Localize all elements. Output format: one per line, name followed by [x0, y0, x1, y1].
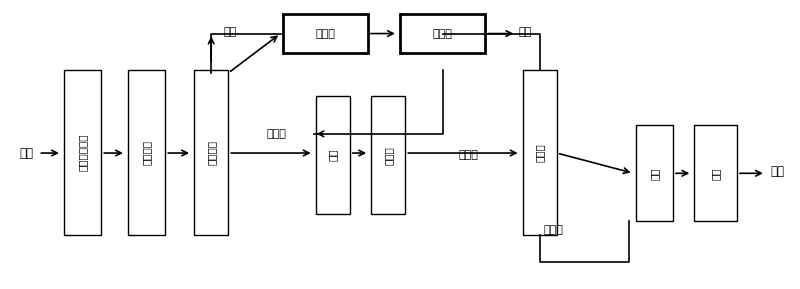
Bar: [128, 70, 166, 235]
Bar: [194, 70, 228, 235]
Text: 再浸提: 再浸提: [315, 29, 335, 38]
Bar: [316, 97, 350, 214]
Text: 再离心: 再离心: [433, 29, 453, 38]
Bar: [371, 97, 406, 214]
Text: 粗滤: 粗滤: [328, 149, 338, 162]
Bar: [694, 125, 737, 221]
Text: 上清液: 上清液: [266, 129, 286, 139]
Bar: [400, 14, 486, 53]
Bar: [636, 125, 673, 221]
Text: 有机溶剂除杂: 有机溶剂除杂: [78, 134, 88, 171]
Text: 残渣: 残渣: [224, 27, 238, 38]
Text: 截留液: 截留液: [544, 225, 564, 235]
Bar: [522, 70, 557, 235]
Text: 热水浸提: 热水浸提: [142, 140, 152, 165]
Text: 膜超滤: 膜超滤: [534, 143, 545, 162]
Text: 产品: 产品: [770, 165, 784, 178]
Text: 浓缩: 浓缩: [650, 167, 659, 179]
Text: 干燥: 干燥: [710, 167, 721, 179]
Text: 离心分离: 离心分离: [206, 140, 216, 165]
Text: 残渣: 残渣: [518, 27, 532, 38]
Text: 原料: 原料: [19, 147, 34, 160]
Bar: [282, 14, 368, 53]
Text: 膜超滤: 膜超滤: [383, 146, 394, 164]
Bar: [64, 70, 102, 235]
Text: 透过液: 透过液: [458, 150, 478, 160]
